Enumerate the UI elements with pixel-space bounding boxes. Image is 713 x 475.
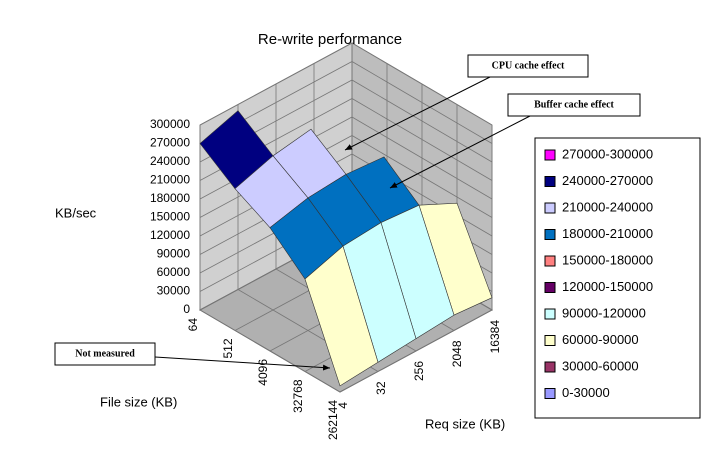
legend-swatch bbox=[544, 229, 556, 240]
z-tick-label: 150000 bbox=[150, 210, 190, 224]
annotation-box bbox=[507, 93, 641, 117]
legend-label: 120000-150000 bbox=[562, 279, 653, 294]
legend-label: 210000-240000 bbox=[562, 199, 653, 214]
legend-label: 240000-270000 bbox=[562, 173, 653, 188]
legend-swatch bbox=[544, 202, 556, 214]
legend-swatch bbox=[544, 149, 556, 161]
y-tick-label: 16384 bbox=[488, 320, 502, 354]
z-tick-label: 270000 bbox=[150, 136, 190, 150]
legend-swatch bbox=[544, 335, 556, 346]
x-tick-label: 64 bbox=[186, 318, 200, 332]
annotation-arrow bbox=[344, 76, 491, 151]
x-tick-label: 32768 bbox=[291, 379, 305, 413]
legend-swatch bbox=[544, 388, 556, 399]
legend-label: 90000-120000 bbox=[562, 305, 646, 320]
annotation-box bbox=[54, 342, 156, 366]
z-tick-label: 120000 bbox=[150, 228, 190, 242]
surface-patch bbox=[304, 245, 379, 387]
x-tick-label: 4096 bbox=[256, 359, 270, 386]
x-tick-label: 512 bbox=[221, 338, 235, 358]
surface bbox=[199, 110, 493, 387]
x-axis-label: File size (KB) bbox=[100, 394, 177, 409]
legend-label: 180000-210000 bbox=[562, 226, 653, 241]
annotation: Not measured bbox=[75, 348, 135, 359]
y-tick-label: 256 bbox=[412, 361, 426, 381]
legend-label: 0-30000 bbox=[562, 385, 610, 400]
grid-line bbox=[199, 125, 341, 393]
z-tick-label: 30000 bbox=[157, 284, 191, 298]
z-tick-label: 180000 bbox=[150, 191, 190, 205]
z-tick-label: 0 bbox=[183, 302, 190, 316]
annotation-arrow bbox=[389, 115, 531, 189]
legend bbox=[534, 137, 701, 419]
z-axis-label: KB/sec bbox=[55, 205, 97, 220]
annotation: Buffer cache effect bbox=[534, 99, 614, 110]
legend-label: 270000-300000 bbox=[562, 146, 653, 161]
legend-swatch bbox=[544, 282, 556, 293]
y-tick-label: 4 bbox=[336, 402, 350, 409]
legend-swatch bbox=[544, 176, 556, 187]
annotation: CPU cache effect bbox=[492, 60, 565, 71]
z-tick-label: 60000 bbox=[157, 265, 191, 279]
annotation-arrow bbox=[154, 356, 331, 371]
y-tick-label: 2048 bbox=[450, 340, 464, 367]
legend-swatch bbox=[544, 308, 556, 320]
z-tick-label: 90000 bbox=[157, 247, 191, 261]
z-tick-label: 300000 bbox=[150, 117, 190, 131]
chart-title: Re-write performance bbox=[258, 31, 402, 48]
legend-label: 30000-60000 bbox=[562, 358, 639, 373]
y-axis-label: Req size (KB) bbox=[425, 416, 505, 431]
legend-swatch bbox=[544, 255, 556, 267]
legend-label: 60000-90000 bbox=[562, 332, 639, 347]
z-tick-label: 210000 bbox=[150, 173, 190, 187]
y-tick-label: 32 bbox=[374, 381, 388, 395]
annotation-box bbox=[467, 54, 589, 78]
legend-swatch bbox=[544, 361, 556, 373]
z-tick-label: 240000 bbox=[150, 154, 190, 168]
legend-label: 150000-180000 bbox=[562, 252, 653, 267]
x-tick-label: 262144 bbox=[326, 400, 340, 440]
